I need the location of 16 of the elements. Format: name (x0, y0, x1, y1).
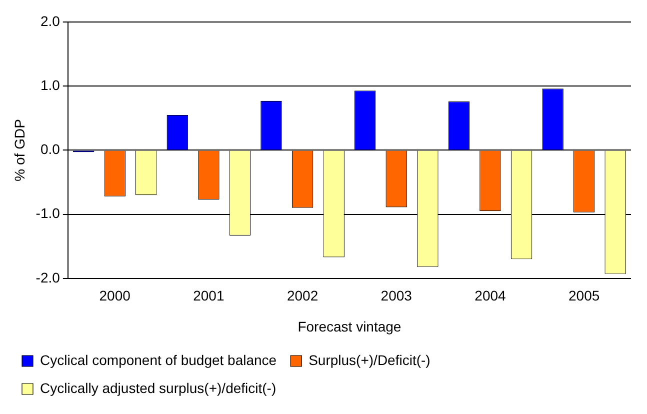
y-tick-label: 0.0 (40, 141, 60, 158)
x-tick-label: 2002 (286, 288, 318, 304)
x-axis-title: Forecast vintage (298, 318, 402, 334)
y-tick-label: -2.0 (36, 269, 60, 286)
y-tick-label: 1.0 (40, 76, 60, 93)
x-tick-label: 2001 (193, 288, 224, 304)
legend-label: Cyclical component of budget balance (40, 352, 277, 368)
x-tick-label: 2004 (474, 288, 506, 304)
y-axis-title: % of GDP (11, 119, 28, 182)
legend-label: Cyclically adjusted surplus(+)/deficit(-) (40, 380, 276, 396)
x-tick-label: 2005 (568, 288, 600, 304)
x-tick-label: 2000 (99, 288, 131, 304)
legend-label: Surplus(+)/Deficit(-) (308, 352, 430, 368)
x-tick-label: 2003 (380, 288, 412, 304)
y-tick-label: 2.0 (40, 12, 60, 29)
y-tick-label: -1.0 (36, 205, 60, 222)
